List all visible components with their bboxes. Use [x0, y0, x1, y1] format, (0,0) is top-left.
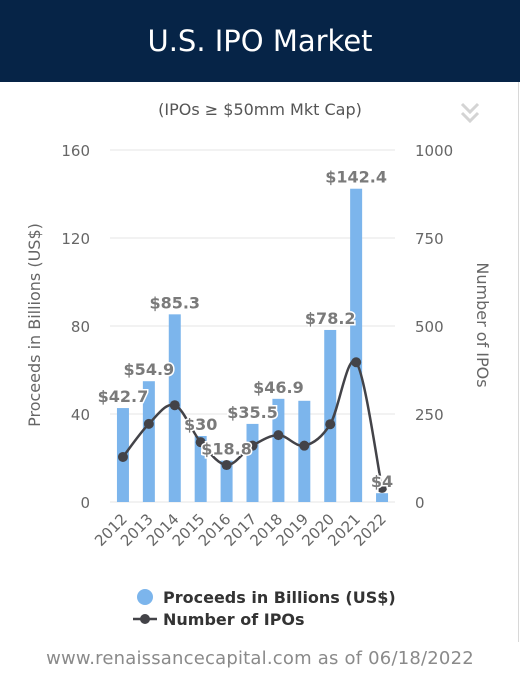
legend-label-proceeds: Proceeds in Billions (US$): [163, 588, 396, 607]
y-right-tick-label: 500: [415, 318, 444, 336]
bar: [350, 188, 363, 502]
bar-data-label: $35.5: [227, 403, 278, 422]
y-right-tick-label: 250: [415, 406, 444, 424]
legend-marker-proceeds: [137, 589, 153, 605]
y-right-axis-title: Number of IPOs: [473, 262, 492, 387]
page-title: U.S. IPO Market: [147, 24, 373, 58]
bar: [376, 493, 389, 502]
line-point: [143, 418, 154, 429]
y-right-tick-label: 1000: [415, 142, 453, 160]
line-point: [377, 482, 388, 493]
line-point: [351, 357, 362, 368]
line-point: [195, 437, 206, 448]
chevron-down-icon[interactable]: [458, 100, 482, 128]
y-left-axis-title: Proceeds in Billions (US$): [25, 223, 44, 427]
line-point: [247, 440, 258, 451]
chart-subtitle: (IPOs ≥ $50mm Mkt Cap): [158, 100, 362, 119]
source-footer: www.renaissancecapital.com as of 06/18/2…: [46, 648, 474, 669]
bar-data-label: $18.8: [201, 440, 252, 459]
line-point: [169, 400, 180, 411]
chart-card: [0, 82, 519, 642]
legend-marker-point: [140, 614, 150, 624]
line-point: [325, 419, 336, 430]
bar-data-label: $30: [184, 415, 217, 434]
bar-data-label: $4: [371, 472, 393, 491]
line-point: [117, 451, 128, 462]
ipo-chart: 0 40 80 120 160 0 250 500 750 1000 Proceeds in Bil…: [25, 142, 492, 629]
line-point: [299, 440, 310, 451]
y-left-tick-label: 160: [61, 142, 90, 160]
bar-data-label: $46.9: [253, 378, 304, 397]
bar: [324, 329, 337, 502]
bar-data-label: $78.2: [305, 309, 356, 328]
y-right-tick-label: 0: [415, 494, 425, 512]
header-bar: U.S. IPO Market: [0, 0, 520, 82]
y-left-tick-label: 40: [71, 406, 90, 424]
line-point: [273, 430, 284, 441]
y-left-tick-label: 0: [80, 494, 90, 512]
legend-label-ipos: Number of IPOs: [163, 610, 305, 629]
bar-data-label: $142.4: [325, 168, 387, 187]
bar: [220, 460, 233, 502]
bar-data-label: $42.7: [98, 387, 149, 406]
y-right-tick-label: 750: [415, 230, 444, 248]
y-left-tick-label: 80: [71, 318, 90, 336]
bar: [142, 381, 155, 502]
bar-data-label: $54.9: [124, 360, 175, 379]
bar: [246, 423, 259, 502]
line-point: [221, 460, 232, 471]
bar: [194, 436, 207, 502]
bar: [298, 400, 311, 502]
y-left-tick-label: 120: [61, 230, 90, 248]
bar: [272, 398, 285, 502]
bar-data-label: $85.3: [149, 293, 200, 312]
